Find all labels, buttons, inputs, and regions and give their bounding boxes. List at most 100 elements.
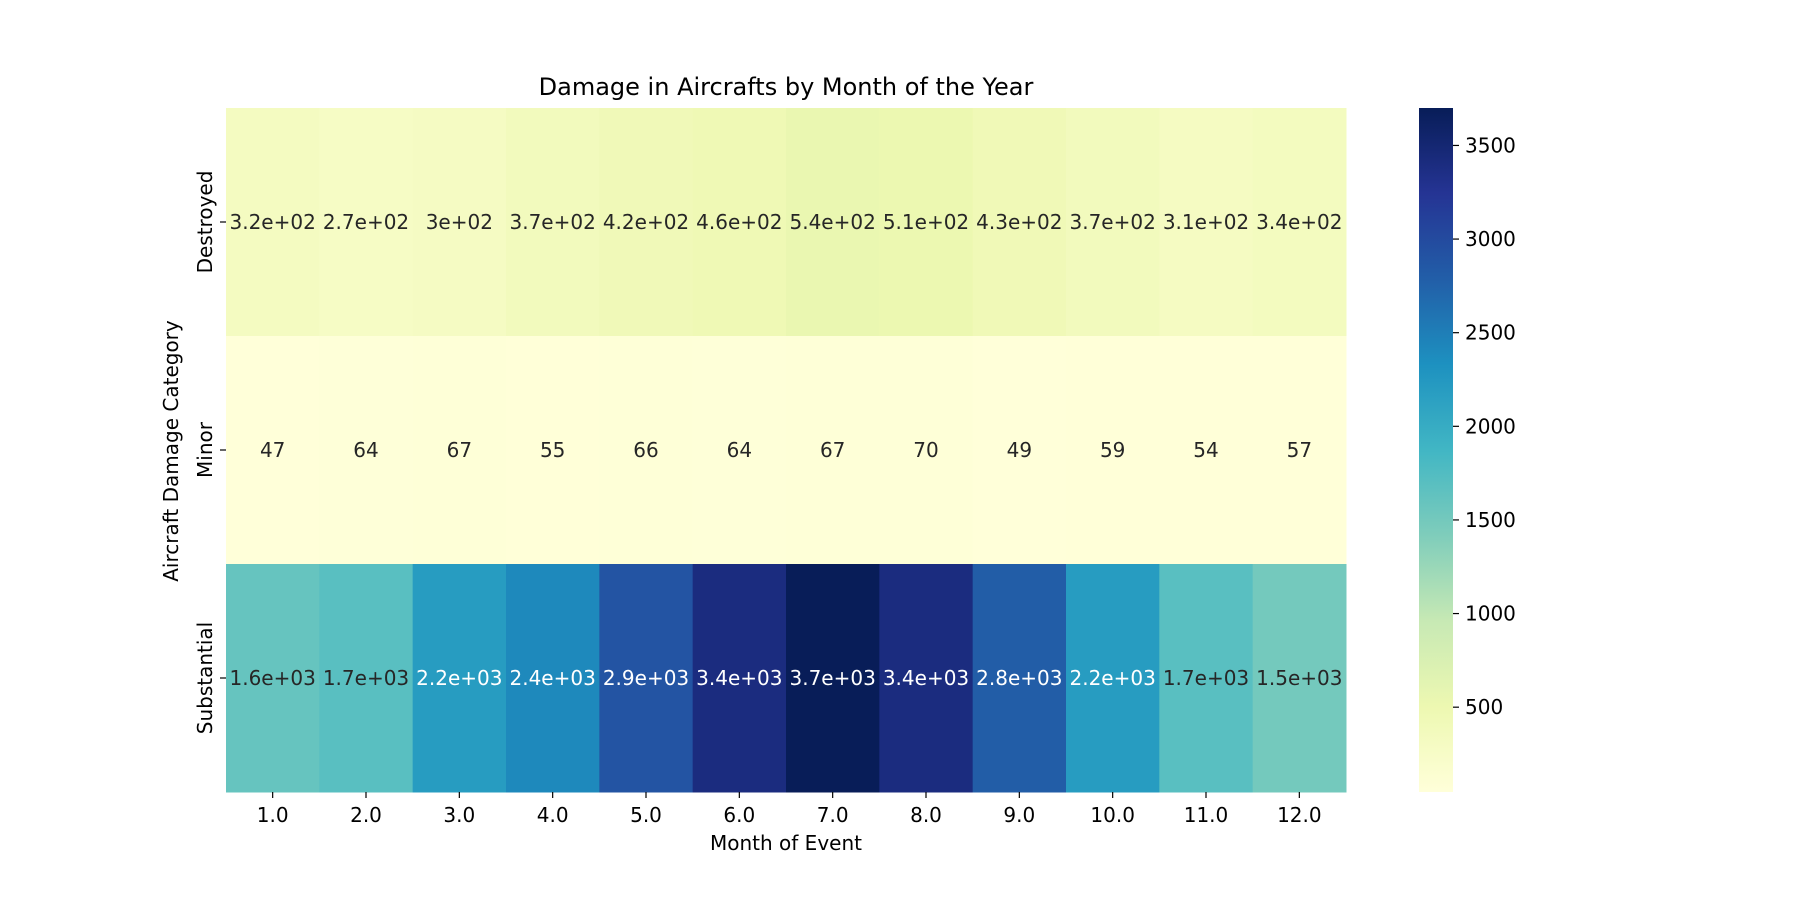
colorbar-tick-label: 500: [1465, 695, 1503, 719]
cell-value-label: 64: [727, 438, 752, 462]
cell-value-label: 59: [1100, 438, 1125, 462]
x-tick-label: 11.0: [1184, 803, 1229, 827]
heatmap-cell: [879, 108, 974, 337]
heatmap-cell: [319, 564, 414, 793]
y-axis-label: Aircraft Damage Category: [159, 320, 183, 582]
heatmap-cell: [412, 336, 507, 565]
x-tick-label: 10.0: [1090, 803, 1135, 827]
colorbar-tick-label: 3500: [1465, 133, 1516, 157]
x-tick-label: 8.0: [910, 803, 942, 827]
heatmap-cell: [786, 336, 880, 565]
cell-value-label: 67: [447, 438, 472, 462]
cell-value-label: 3.7e+02: [510, 210, 596, 234]
heatmap-cell: [1066, 564, 1160, 793]
heatmap-cell: [599, 108, 694, 337]
cell-value-label: 3.4e+02: [1256, 210, 1342, 234]
heatmap-cell: [319, 108, 414, 337]
heatmap-cell: [506, 108, 600, 337]
heatmap-cell: [506, 336, 600, 565]
cell-value-label: 1.7e+03: [1163, 666, 1249, 690]
cell-value-label: 64: [353, 438, 378, 462]
x-axis-ticks: 1.0 2.0 3.0 4.0 5.0 6.0 7.0 8.0 9.0 10.0 11.0 12.0: [257, 792, 1322, 827]
cell-value-label: 1.6e+03: [230, 666, 316, 690]
x-tick-label: 2.0: [350, 803, 382, 827]
cell-value-label: 2.9e+03: [603, 666, 689, 690]
heatmap-cell: [319, 336, 414, 565]
cell-value-label: 57: [1287, 438, 1312, 462]
heatmap-cell: [506, 564, 600, 793]
x-tick-label: 3.0: [443, 803, 475, 827]
x-tick-label: 12.0: [1277, 803, 1322, 827]
cell-value-label: 66: [633, 438, 658, 462]
cell-value-label: 2.2e+03: [1070, 666, 1156, 690]
cell-value-label: 67: [820, 438, 845, 462]
x-tick-label: 5.0: [630, 803, 662, 827]
heatmap-cell: [412, 564, 507, 793]
heatmap-cell: [1252, 108, 1347, 337]
cell-value-label: 55: [540, 438, 565, 462]
cell-value-label: 54: [1193, 438, 1218, 462]
heatmap-cell: [1066, 108, 1160, 337]
colorbar-tick-label: 1000: [1465, 602, 1516, 626]
heatmap-cell: [972, 336, 1067, 565]
cell-value-label: 3.7e+03: [790, 666, 876, 690]
heatmap-cell: [226, 336, 320, 565]
cell-value-label: 4.2e+02: [603, 210, 689, 234]
heatmap-cell: [1159, 564, 1254, 793]
cell-value-label: 4.6e+02: [696, 210, 782, 234]
cell-value-label: 3.2e+02: [230, 210, 316, 234]
cell-value-label: 3.7e+02: [1070, 210, 1156, 234]
heatmap-cell: [786, 564, 880, 793]
heatmap-cell: [972, 108, 1067, 337]
cell-value-label: 4.3e+02: [976, 210, 1062, 234]
x-tick-label: 1.0: [257, 803, 289, 827]
heatmap-cell: [879, 336, 974, 565]
heatmap-cell: [692, 108, 787, 337]
heatmap-cell: [1159, 108, 1254, 337]
heatmap-cell: [1252, 564, 1347, 793]
chart-title: Damage in Aircrafts by Month of the Year: [539, 73, 1034, 101]
cell-value-label: 5.4e+02: [790, 210, 876, 234]
colorbar-gradient: [1419, 108, 1453, 792]
colorbar-tick-label: 1500: [1465, 508, 1516, 532]
colorbar-tick-label: 2500: [1465, 321, 1516, 345]
cell-value-label: 47: [260, 438, 285, 462]
heatmap-cell: [1066, 336, 1160, 565]
heatmap-cell: [972, 564, 1067, 793]
heatmap-cell: [412, 108, 507, 337]
heatmap-cell: [1252, 336, 1347, 565]
cell-value-label: 3.1e+02: [1163, 210, 1249, 234]
heatmap-cell: [692, 336, 787, 565]
cell-value-label: 3.4e+03: [696, 666, 782, 690]
colorbar-tick-label: 2000: [1465, 414, 1516, 438]
heatmap-cell: [599, 336, 694, 565]
cell-value-label: 70: [913, 438, 938, 462]
heatmap-cell: [692, 564, 787, 793]
cell-value-label: 49: [1007, 438, 1032, 462]
heatmap-cell: [786, 108, 880, 337]
heatmap-cell: [599, 564, 694, 793]
colorbar: 500 1000 1500 2000 2500 3000 3500: [1419, 108, 1516, 792]
cell-value-label: 1.7e+03: [323, 666, 409, 690]
heatmap-cell: [1159, 336, 1254, 565]
heatmap-cell: [879, 564, 974, 793]
cell-value-label: 2.4e+03: [510, 666, 596, 690]
x-tick-label: 4.0: [537, 803, 569, 827]
y-tick-label: Minor: [193, 421, 217, 478]
cell-value-label: 1.5e+03: [1256, 666, 1342, 690]
cell-value-label: 3.4e+03: [883, 666, 969, 690]
cell-value-label: 2.8e+03: [976, 666, 1062, 690]
heatmap-cell: [226, 108, 320, 337]
y-tick-label: Destroyed: [193, 171, 217, 274]
x-tick-label: 9.0: [1003, 803, 1035, 827]
heatmap-cell: [226, 564, 320, 793]
cell-value-label: 5.1e+02: [883, 210, 969, 234]
cell-value-label: 2.7e+02: [323, 210, 409, 234]
x-tick-label: 6.0: [723, 803, 755, 827]
y-axis-ticks: Destroyed Minor Substantial: [193, 171, 226, 734]
cell-value-label: 2.2e+03: [416, 666, 502, 690]
x-tick-label: 7.0: [817, 803, 849, 827]
cell-value-label: 3e+02: [426, 210, 493, 234]
x-axis-label: Month of Event: [710, 831, 862, 855]
y-tick-label: Substantial: [193, 622, 217, 734]
